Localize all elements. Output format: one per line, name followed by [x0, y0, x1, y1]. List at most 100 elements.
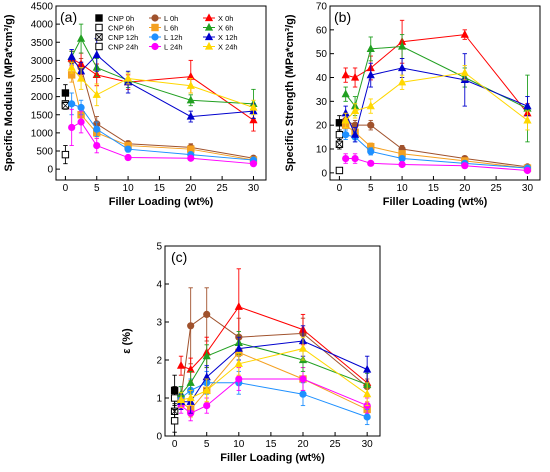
y-tick-label: 1500	[31, 110, 54, 121]
series	[61, 84, 70, 102]
data-point	[366, 101, 375, 110]
data-point	[299, 375, 307, 383]
data-point	[398, 160, 406, 169]
x-tick-label: 0	[172, 439, 178, 450]
legend-marker	[95, 23, 103, 32]
series	[61, 101, 70, 110]
data-point	[351, 154, 359, 163]
data-point	[341, 89, 350, 98]
data-point	[367, 147, 375, 155]
panel-a: 0 5 10 15 20 25 30 0 500 1000 1500 2000 2500 3000 3500…	[3, 2, 267, 208]
data-point	[335, 119, 344, 127]
legend-marker	[151, 14, 159, 22]
data-point	[76, 33, 86, 42]
data-point	[523, 101, 532, 110]
y-tick-label: 4	[156, 280, 162, 291]
series	[335, 129, 344, 140]
y-tick-label: 5	[156, 242, 162, 253]
y-tick-label: 4500	[31, 2, 54, 13]
x-tick-label: 10	[123, 183, 135, 194]
data-point	[186, 393, 195, 402]
series	[176, 336, 372, 408]
data-point	[186, 95, 195, 104]
y-tick-label: 0	[47, 165, 53, 176]
x-axis-label: Filler Loading (wt%)	[383, 196, 488, 208]
y-tick-label: 3500	[31, 38, 54, 49]
series	[170, 408, 179, 433]
legend-label: X 0h	[218, 14, 233, 23]
y-tick-label: 0	[321, 168, 327, 179]
data-point	[363, 364, 372, 373]
data-point	[460, 68, 469, 76]
legend-label: CNP 0h	[108, 14, 134, 23]
legend-label: CNP 12h	[108, 33, 138, 42]
series	[61, 145, 70, 165]
series-line	[180, 313, 368, 399]
y-tick-label: 3	[156, 318, 162, 329]
data-point	[77, 103, 85, 112]
data-point	[93, 125, 101, 133]
data-point	[77, 118, 85, 126]
y-tick-label: 60	[316, 25, 328, 36]
data-point	[397, 77, 407, 86]
panel-b: 0 5 10 15 20 25 30 0 10 20 30 40 50 60 70 Filler Loadin…	[284, 2, 541, 208]
data-point	[335, 166, 344, 175]
x-tick-label: 25	[491, 183, 503, 194]
plot-frame	[164, 245, 381, 437]
x-tick-label: 15	[265, 439, 277, 450]
panel-letter: (a)	[60, 9, 77, 25]
legend-label: L 24h	[164, 42, 183, 51]
x-tick-label: 10	[233, 439, 245, 450]
data-point	[350, 130, 360, 138]
y-tick-label: 0	[156, 432, 162, 443]
legend-marker	[95, 42, 103, 51]
series	[335, 139, 344, 150]
series-line	[345, 34, 528, 114]
series	[335, 166, 344, 175]
data-point	[397, 63, 407, 72]
y-axis-label: ε (%)	[121, 328, 133, 354]
data-point	[186, 378, 195, 386]
data-point	[186, 111, 195, 120]
x-tick-label: 25	[217, 183, 229, 194]
series-line	[180, 342, 368, 395]
legend-marker	[204, 32, 214, 41]
data-point	[202, 385, 211, 394]
data-point	[235, 375, 243, 383]
series-line	[71, 54, 254, 118]
data-point	[186, 81, 195, 89]
data-point	[234, 302, 243, 310]
legend-label: X 24h	[218, 42, 238, 51]
y-axis-label: Specific Modulus (MPa*cm³/g)	[3, 14, 15, 171]
data-point	[68, 123, 76, 132]
x-tick-label: 20	[459, 183, 471, 194]
data-point	[363, 389, 372, 398]
y-tick-label: 4000	[31, 20, 54, 31]
data-point	[366, 70, 375, 79]
series-line	[345, 67, 528, 137]
data-point	[92, 90, 101, 98]
legend-label: CNP 24h	[108, 42, 138, 51]
data-point	[350, 72, 360, 81]
x-tick-label: 30	[362, 439, 374, 450]
series	[341, 53, 532, 143]
data-point	[342, 131, 350, 139]
data-point	[124, 145, 132, 153]
x-tick-label: 15	[154, 183, 166, 194]
x-tick-label: 20	[297, 439, 309, 450]
data-point	[68, 100, 76, 108]
x-tick-label: 20	[185, 183, 197, 194]
data-point	[203, 310, 211, 318]
data-point	[299, 390, 307, 398]
y-tick-label: 1	[156, 394, 162, 405]
series	[68, 108, 258, 168]
legend-marker-cross	[95, 33, 103, 41]
x-tick-label: 5	[94, 183, 100, 194]
data-point	[234, 343, 243, 352]
data-point	[124, 153, 132, 162]
data-point	[249, 160, 258, 168]
data-point	[397, 41, 407, 50]
data-point	[187, 322, 195, 330]
x-tick-label: 5	[204, 439, 210, 450]
